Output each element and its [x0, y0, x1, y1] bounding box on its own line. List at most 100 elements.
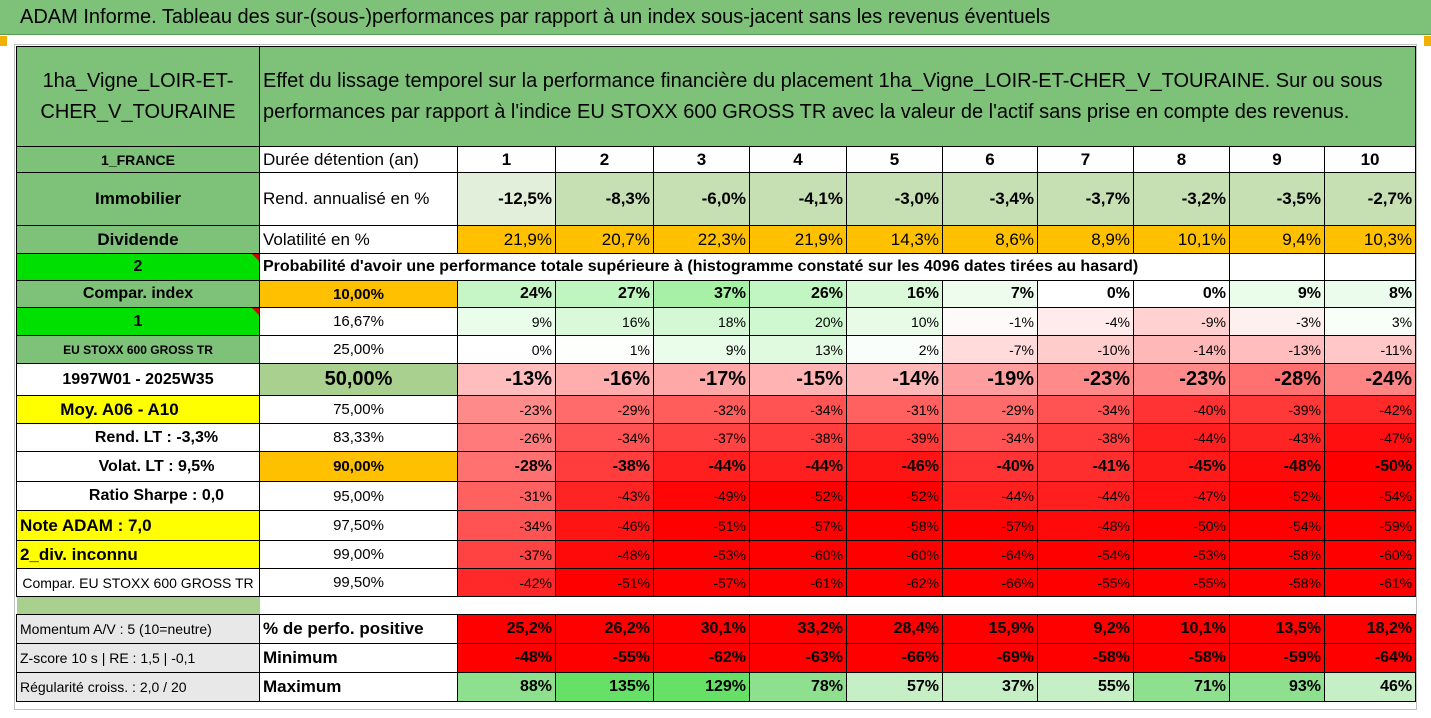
return-value: -3,0%	[846, 172, 943, 226]
left-label: 1997W01 - 2025W35	[16, 363, 260, 396]
prob-cell: -31%	[457, 481, 556, 511]
year-header: 5	[846, 146, 943, 173]
spacer-cell	[1230, 597, 1325, 615]
year-header: 4	[749, 146, 847, 173]
prob-header-text: Probabilité d'avoir une performance tota…	[259, 253, 1230, 281]
prob-cell: 9%	[653, 335, 750, 364]
spacer-cell	[943, 597, 1038, 615]
prob-cell: -7%	[942, 335, 1038, 364]
bottom-value: 9,2%	[1037, 614, 1134, 644]
volatility-value: 14,3%	[846, 225, 943, 254]
spacer-cell	[260, 597, 458, 615]
percentile-value: 99,00%	[259, 540, 458, 569]
prob-cell: -23%	[457, 395, 556, 424]
prob-cell: -44%	[749, 451, 847, 482]
prob-cell: -34%	[1037, 395, 1134, 424]
prob-cell: -48%	[555, 540, 654, 569]
year-header: 6	[942, 146, 1038, 173]
prob-cell: -60%	[749, 540, 847, 569]
bottom-value: -59%	[1229, 643, 1325, 673]
bottom-value: 13,5%	[1229, 614, 1325, 644]
bottom-value: -48%	[457, 643, 556, 673]
left-label: Note ADAM : 7,0	[16, 510, 260, 541]
spacer-cell	[1134, 597, 1230, 615]
prob-cell: -48%	[1229, 451, 1325, 482]
prob-cell: -64%	[942, 540, 1038, 569]
prob-cell: -49%	[653, 481, 750, 511]
bottom-left-label: Momentum A/V : 5 (10=neutre)	[16, 614, 260, 644]
prob-cell: -17%	[653, 363, 750, 396]
prob-cell: -51%	[653, 510, 750, 541]
prob-cell: -60%	[846, 540, 943, 569]
volatility-value: 10,1%	[1133, 225, 1230, 254]
prob-cell: -4%	[1037, 307, 1134, 336]
spacer-cell	[556, 597, 654, 615]
bottom-value: 93%	[1229, 672, 1325, 702]
prob-cell: 1%	[555, 335, 654, 364]
return-value: -12,5%	[457, 172, 556, 226]
prob-cell: 8%	[1323, 280, 1417, 308]
prob-cell: -3%	[1229, 307, 1325, 336]
empty-cell	[1229, 253, 1325, 281]
corner-marker-left	[0, 36, 7, 46]
prob-cell: -50%	[1133, 510, 1230, 541]
spacer-cell	[1038, 597, 1134, 615]
return-value: -3,7%	[1037, 172, 1134, 226]
spacer-cell	[750, 597, 847, 615]
return-value: -3,5%	[1229, 172, 1325, 226]
prob-cell: 37%	[653, 280, 750, 308]
volatility-value: 8,6%	[942, 225, 1038, 254]
prob-cell: -41%	[1037, 451, 1134, 482]
prob-cell: 24%	[457, 280, 556, 308]
prob-cell: -58%	[1229, 568, 1325, 597]
table-row: Z-score 10 s | RE : 1,5 | -0,1 Minimum -48…	[16, 643, 1417, 673]
prob-cell: -47%	[1323, 423, 1417, 452]
prob-cell: -54%	[1037, 540, 1134, 569]
description-text: Effet du lissage temporel sur la perform…	[258, 46, 1417, 147]
prob-cell: 18%	[653, 307, 750, 336]
volatility-value: 21,9%	[749, 225, 847, 254]
prob-cell: -61%	[1323, 568, 1417, 597]
volatility-value: 8,9%	[1037, 225, 1134, 254]
prob-cell: -34%	[457, 510, 556, 541]
percentile-value: 10,00%	[259, 280, 458, 308]
bottom-value: 33,2%	[749, 614, 847, 644]
prob-cell: -39%	[846, 423, 943, 452]
prob-cell: -47%	[1133, 481, 1230, 511]
prob-cell: -23%	[1133, 363, 1230, 396]
duration-label: Durée détention (an)	[259, 146, 458, 173]
prob-cell: -14%	[1133, 335, 1230, 364]
table-row: Dividende Volatilité en % 21,9% 20,7% 22,3% 2…	[16, 225, 1417, 254]
bottom-value: 28,4%	[846, 614, 943, 644]
prob-cell: -10%	[1037, 335, 1134, 364]
prob-cell: -45%	[1133, 451, 1230, 482]
table-row: Rend. LT : -3,3% 83,33% -26% -34% -37% -38% -3…	[16, 423, 1417, 452]
bottom-value: 71%	[1133, 672, 1230, 702]
prob-cell: 16%	[846, 280, 943, 308]
prob-cell: -55%	[1037, 568, 1134, 597]
corner-marker-right	[1424, 36, 1431, 46]
table-row	[16, 596, 1416, 615]
bottom-value: 25,2%	[457, 614, 556, 644]
spacer-cell	[847, 597, 943, 615]
prob-cell: -40%	[1133, 395, 1230, 424]
bottom-metric-label: Maximum	[259, 672, 458, 702]
year-header: 9	[1229, 146, 1325, 173]
left-label: Compar. index	[16, 280, 260, 308]
bottom-value: 78%	[749, 672, 847, 702]
prob-cell: -40%	[942, 451, 1038, 482]
prob-cell: -38%	[1037, 423, 1134, 452]
return-value: -8,3%	[555, 172, 654, 226]
bottom-metric-label: % de perfo. positive	[259, 614, 458, 644]
prob-cell: -57%	[749, 510, 847, 541]
return-label: Rend. annualisé en %	[259, 172, 458, 226]
prob-cell: -16%	[555, 363, 654, 396]
return-value: -4,1%	[749, 172, 847, 226]
prob-cell: -37%	[653, 423, 750, 452]
prob-cell: 0%	[457, 335, 556, 364]
prob-cell: -54%	[1323, 481, 1417, 511]
prob-cell: -1%	[942, 307, 1038, 336]
table-row: Compar. EU STOXX 600 GROSS TR 99,50% -42% -…	[16, 568, 1417, 597]
prob-cell: 0%	[1133, 280, 1230, 308]
prob-cell: -66%	[942, 568, 1038, 597]
